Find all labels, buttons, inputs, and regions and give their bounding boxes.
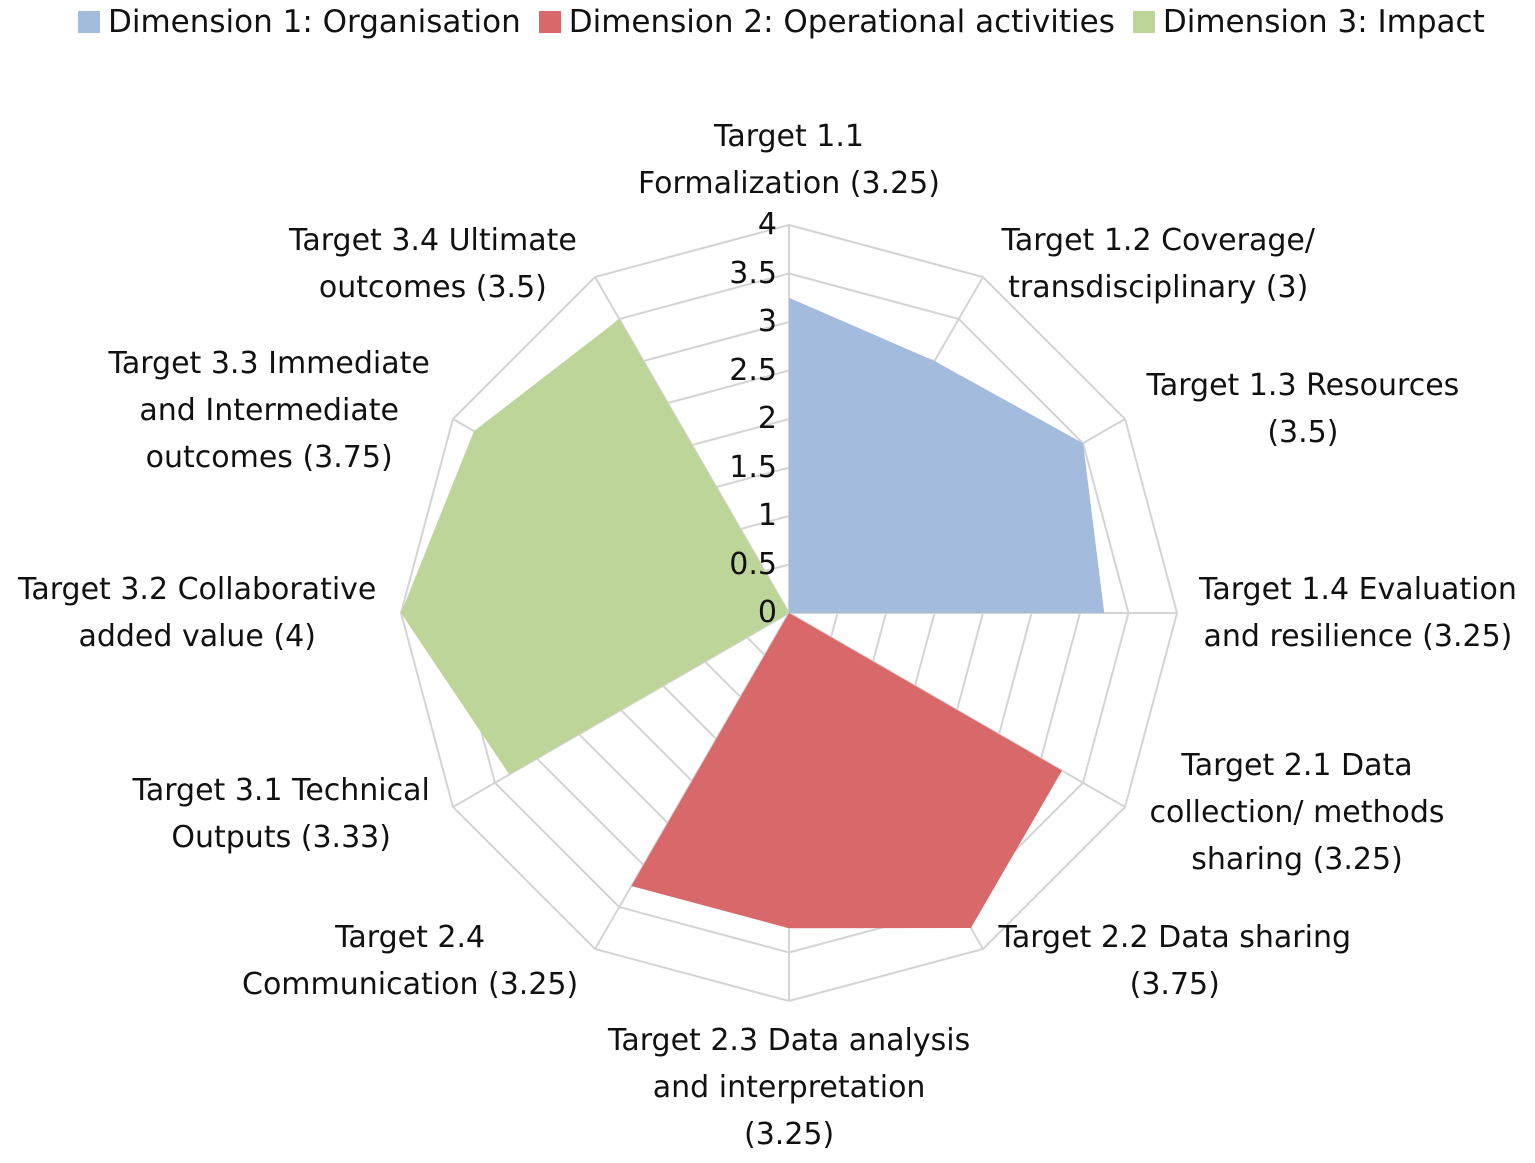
axis-label-line: Target 3.3 Immediate [108,346,430,381]
legend-label-dimension-3: Dimension 3: Impact [1162,4,1485,40]
legend-swatch-dimension-3 [1132,11,1155,33]
axis-label-line: collection/ methods [1149,795,1445,830]
axis-label-5: Target 2.1 Data collection/ methods sharin… [1150,742,1445,883]
axis-label-line: Target 3.1 Technical [132,773,430,808]
axis-label-7: Target 2.3 Data analysis and interpretati… [608,1017,970,1158]
radial-tick-label: 2 [757,401,777,436]
legend-item-dimension-1[interactable]: Dimension 1: Organisation [78,4,521,40]
axis-label-line: (3.75) [1129,967,1220,1002]
legend-item-dimension-3[interactable]: Dimension 3: Impact [1132,4,1485,40]
axis-label-10: Target 3.2 Collaborative added value (4) [18,566,376,660]
legend-swatch-dimension-2 [538,11,561,33]
axis-label-line: Target 2.3 Data analysis [608,1023,971,1058]
axis-label-4: Target 1.4 Evaluation and resilience (3.2… [1199,566,1517,660]
axis-label-line: Target 2.2 Data sharing [998,920,1352,955]
legend: Dimension 1: Organisation Dimension 2: O… [78,4,1503,40]
radial-tick-label: 4 [757,207,777,242]
radial-tick-label: 0 [757,595,777,630]
axis-label-line: sharing (3.25) [1191,842,1403,877]
axis-label-line: Formalization (3.25) [638,166,940,201]
axis-label-11: Target 3.3 Immediate and Intermediate outc… [109,340,430,481]
series-area-dimension-1 [789,297,1105,613]
radial-tick-label: 1 [757,498,777,533]
axis-label-9: Target 3.1 Technical Outputs (3.33) [133,767,430,861]
axis-label-line: Target 1.4 Evaluation [1199,572,1517,607]
series-area-dimension-2 [631,613,1063,929]
axis-label-line: Target 2.1 Data [1181,748,1413,783]
legend-label-dimension-2: Dimension 2: Operational activities [568,4,1115,40]
axis-label-3: Target 1.3 Resources (3.5) [1147,362,1460,456]
radial-tick-label: 3.5 [729,255,777,291]
axis-label-line: Target 1.1 [713,119,865,154]
series-area-dimension-3 [401,318,789,775]
axis-label-line: added value (4) [78,619,316,654]
legend-item-dimension-2[interactable]: Dimension 2: Operational activities [538,4,1115,40]
axis-label-line: (3.5) [1267,415,1339,450]
axis-label-line: Target 2.4 [335,920,486,955]
axis-label-line: Target 1.3 Resources [1146,368,1460,403]
axis-label-line: transdisciplinary (3) [1008,270,1309,305]
axis-label-1: Target 1.1 Formalization (3.25) [638,113,940,207]
axis-label-line: Target 3.2 Collaborative [18,572,377,607]
axis-label-6: Target 2.2 Data sharing (3.75) [999,914,1352,1008]
axis-label-line: Target 1.2 Coverage/ [1001,223,1315,258]
axis-label-line: (3.25) [744,1117,835,1152]
axis-label-line: Outputs (3.33) [171,820,391,855]
axis-label-2: Target 1.2 Coverage/transdisciplinary (3… [1002,217,1315,311]
legend-label-dimension-1: Dimension 1: Organisation [108,4,521,40]
axis-label-line: and interpretation [652,1070,926,1105]
radial-tick-label: 3 [757,304,777,339]
radial-tick-label: 1.5 [729,449,777,485]
axis-label-line: outcomes (3.75) [145,440,393,475]
axis-label-line: and Intermediate [139,393,399,428]
axis-label-line: Communication (3.25) [242,967,579,1002]
axis-label-line: outcomes (3.5) [318,270,547,305]
axis-label-12: Target 3.4 Ultimate outcomes (3.5) [289,217,577,311]
legend-swatch-dimension-1 [78,11,100,33]
axis-label-line: and resilience (3.25) [1203,619,1513,654]
radial-tick-label: 0.5 [729,546,777,582]
axis-label-line: Target 3.4 Ultimate [289,223,577,258]
radial-tick-label: 2.5 [729,352,777,388]
axis-label-8: Target 2.4 Communication (3.25) [242,914,578,1008]
